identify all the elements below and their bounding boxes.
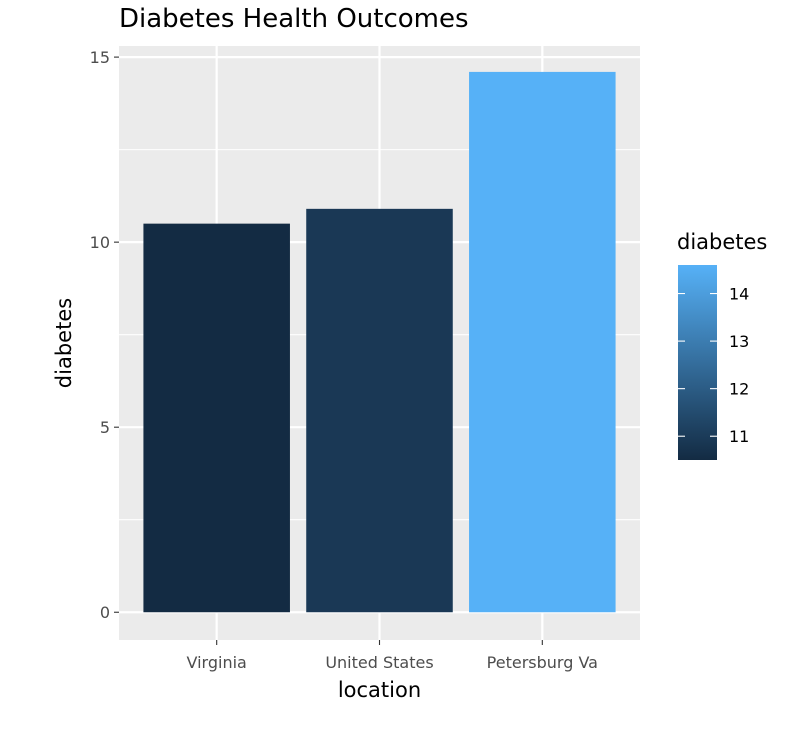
bar-virginia [143, 223, 290, 613]
bars [143, 71, 616, 613]
y-tick-label: 15 [90, 48, 110, 67]
x-tick-label: Petersburg Va [487, 653, 598, 672]
y-tick-label: 10 [90, 233, 110, 252]
y-tick-label: 0 [100, 603, 110, 622]
legend-colorbar [678, 265, 717, 460]
bar-petersburg-va [469, 71, 616, 613]
x-tick-label: Virginia [187, 653, 247, 672]
y-tick-label: 5 [100, 418, 110, 437]
x-tick-label: United States [325, 653, 433, 672]
legend-tick-label: 12 [729, 380, 749, 399]
x-axis: Virginia United States Petersburg Va [187, 640, 598, 672]
y-axis: 0 5 10 15 [90, 48, 119, 622]
bar-united-states [306, 208, 453, 613]
legend-ticks: 11 12 13 14 [678, 285, 749, 446]
y-axis-title: diabetes [52, 298, 76, 388]
legend-tick-label: 14 [729, 285, 749, 304]
legend-tick-label: 13 [729, 332, 749, 351]
legend-title: diabetes [677, 230, 767, 254]
legend: diabetes 11 12 13 14 [677, 230, 767, 460]
legend-tick-label: 11 [729, 427, 749, 446]
chart-title: Diabetes Health Outcomes [119, 4, 469, 34]
x-axis-title: location [338, 678, 421, 702]
